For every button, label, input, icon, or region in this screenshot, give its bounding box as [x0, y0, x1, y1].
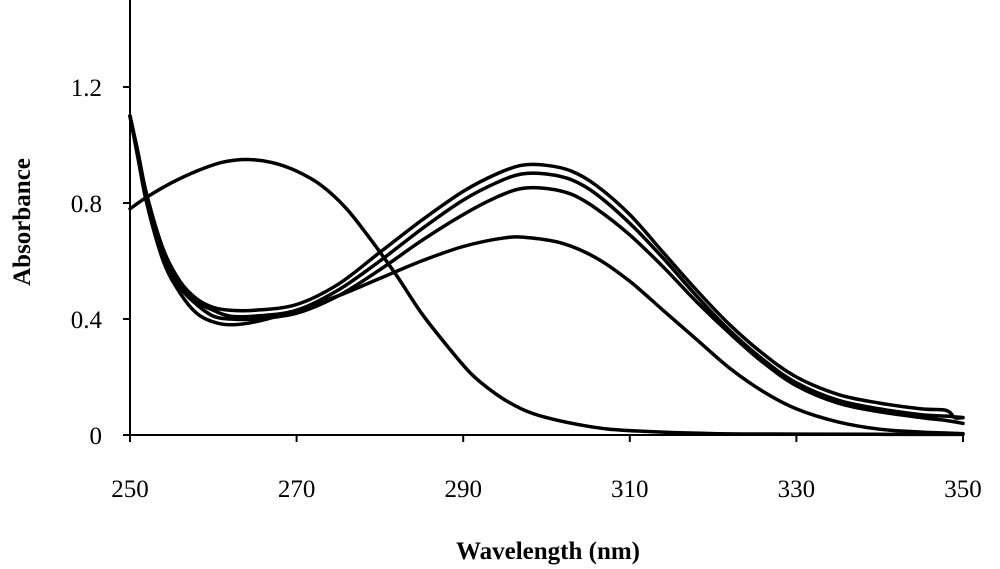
- series-line-4: [128, 114, 965, 420]
- series-line-1: [128, 157, 965, 437]
- y-tick-label: 0: [90, 423, 103, 450]
- x-axis-ticks: 250 270 290 310 330 350: [111, 435, 982, 503]
- y-axis-title: Absorbance: [9, 158, 36, 286]
- axes: [129, 0, 963, 436]
- x-tick-label: 330: [778, 476, 816, 503]
- series-line-5: [128, 114, 965, 420]
- x-tick-label: 250: [111, 476, 149, 503]
- x-tick-label: 290: [444, 476, 482, 503]
- y-axis-ticks: 0 0.4 0.8 1.2: [71, 75, 130, 450]
- y-tick-label: 1.2: [71, 75, 102, 102]
- x-tick-label: 350: [944, 476, 982, 503]
- series-line-3: [128, 114, 965, 426]
- y-tick-label: 0.8: [71, 191, 102, 218]
- series-line-2: [128, 114, 965, 436]
- y-tick-label: 0.4: [71, 307, 103, 334]
- x-tick-label: 310: [611, 476, 649, 503]
- x-tick-label: 270: [278, 476, 316, 503]
- axis-frame: [129, 0, 963, 436]
- plot-area: [128, 114, 965, 437]
- x-axis-title: Wavelength (nm): [456, 538, 640, 565]
